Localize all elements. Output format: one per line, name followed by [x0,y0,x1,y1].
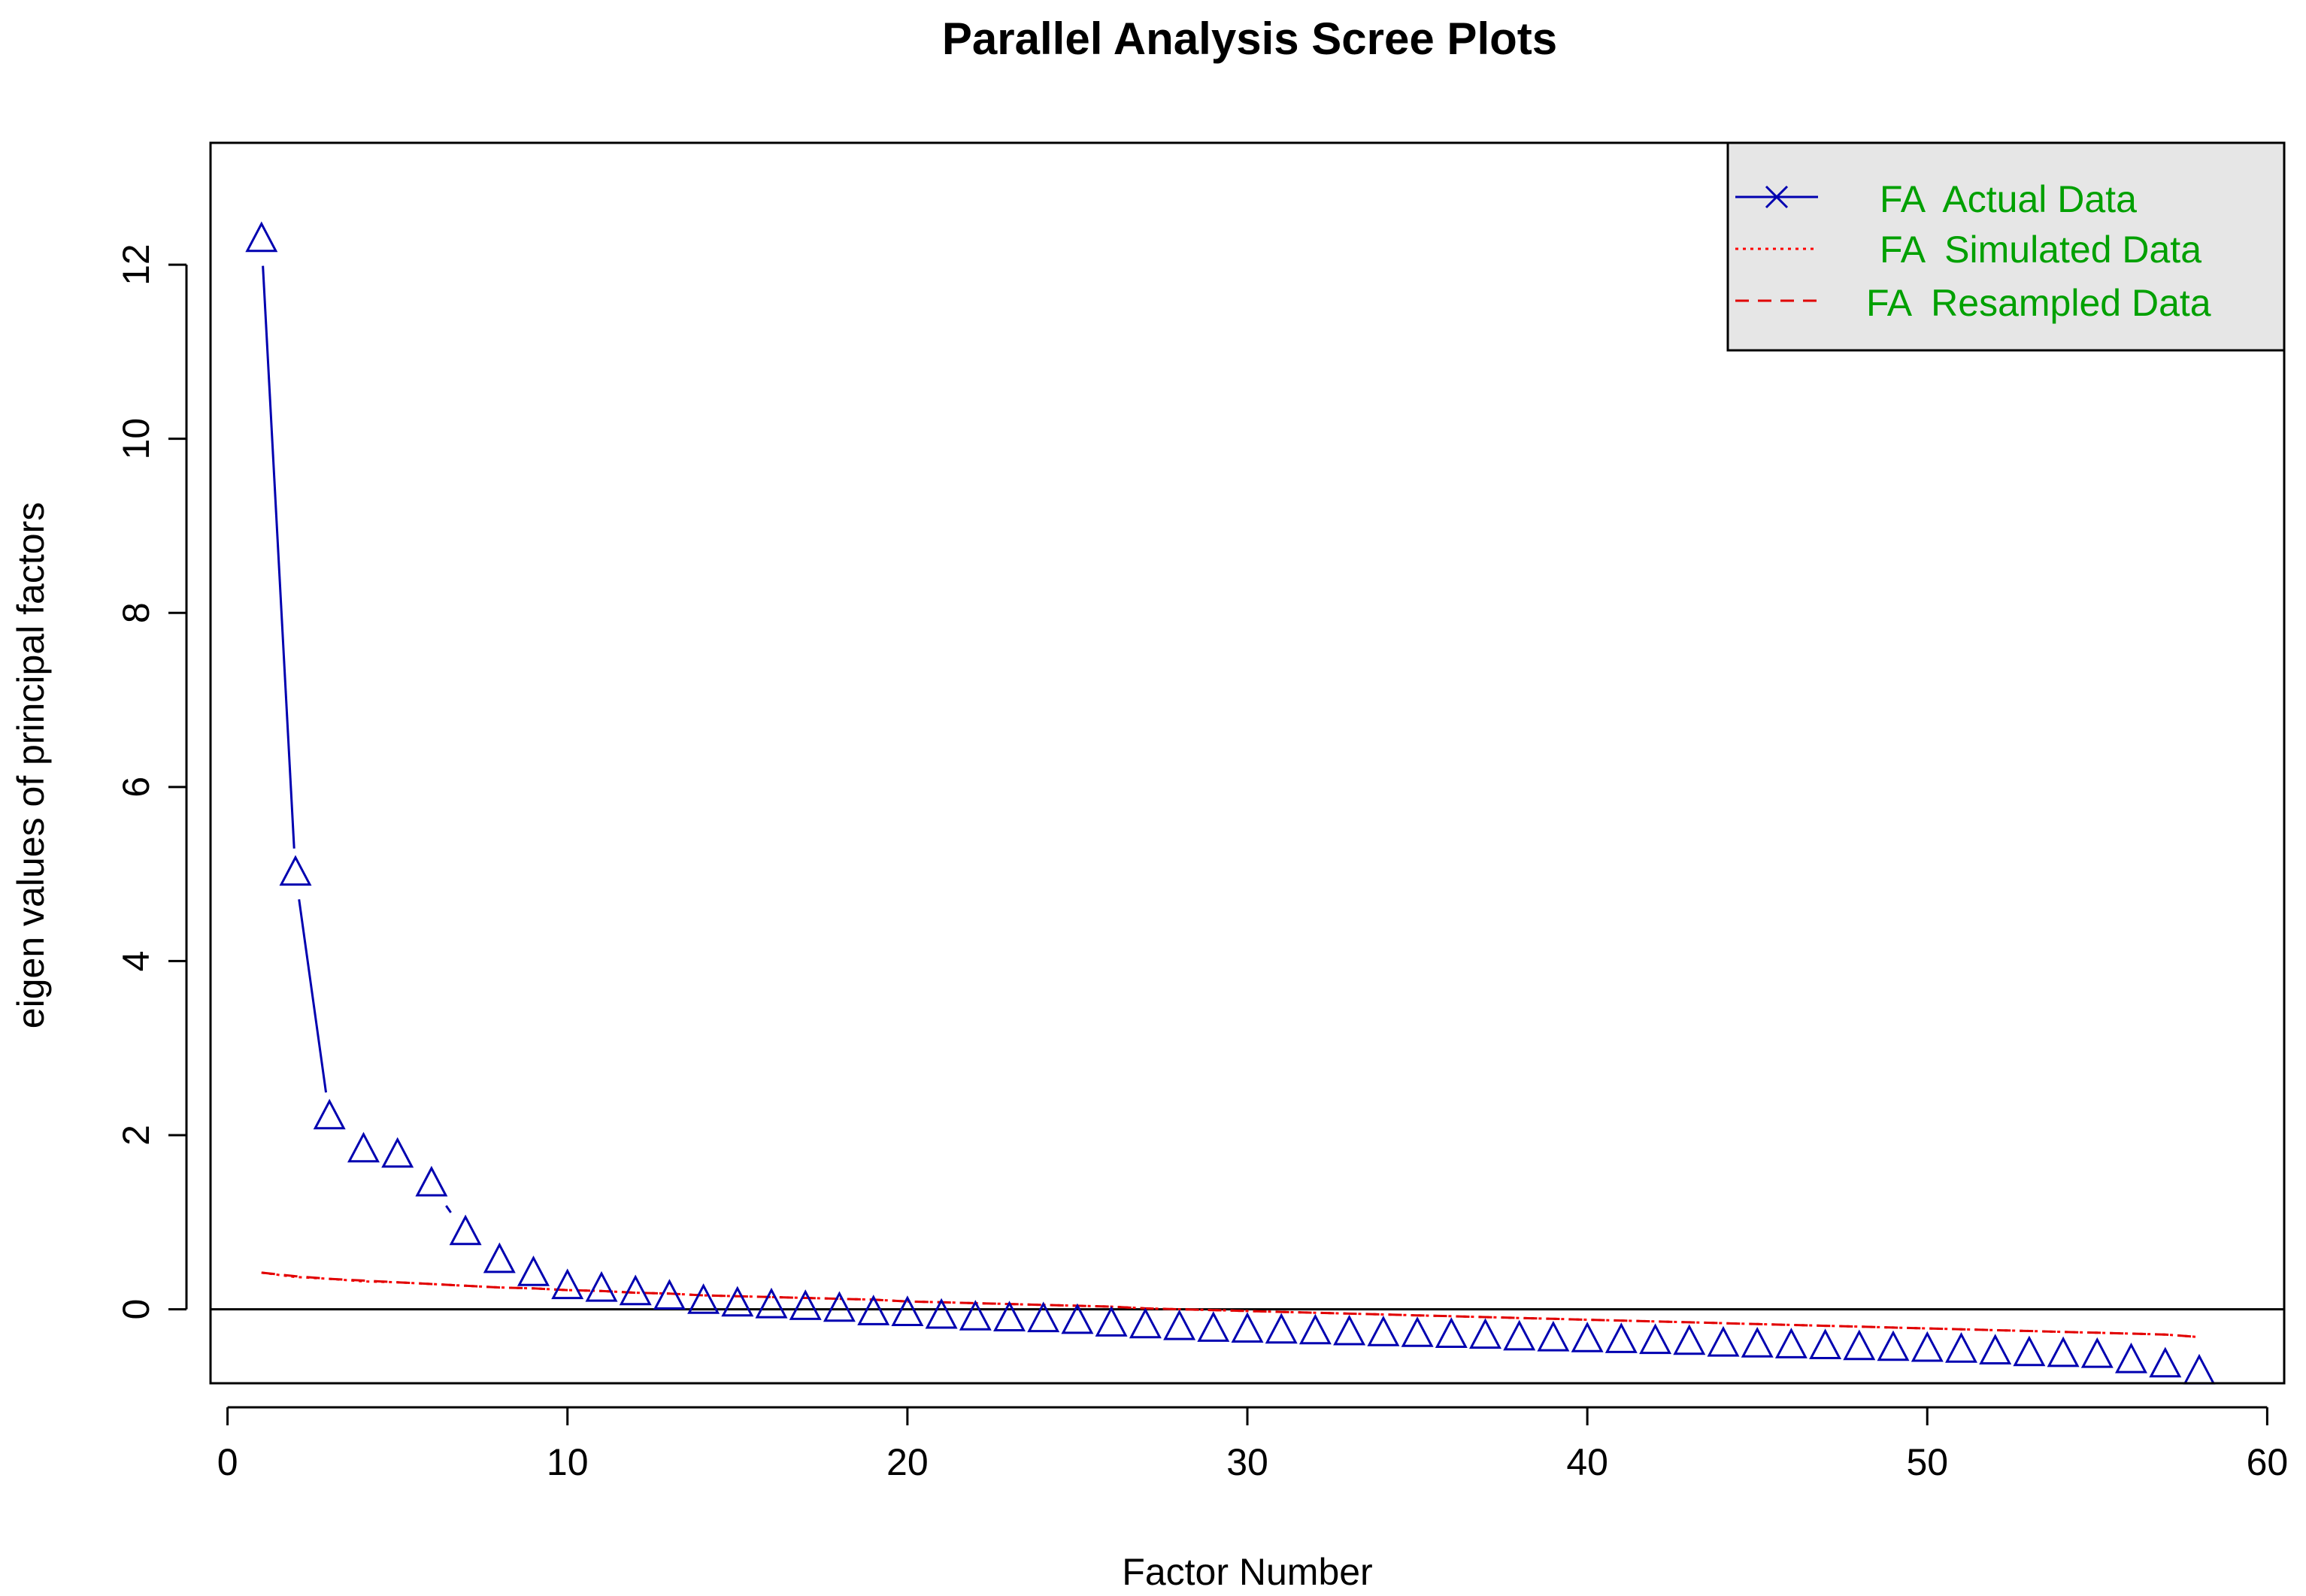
actual-data-triangle-point [1707,1325,1740,1357]
y-tick-label: 12 [115,244,157,286]
x-tick-label: 20 [886,1441,929,1483]
actual-data-triangle-point [1469,1318,1501,1349]
actual-data-triangle-point [1774,1328,1808,1358]
actual-data-triangle-point [1333,1314,1366,1346]
actual-data-triangle-point [2115,1342,2147,1373]
y-tick-label: 0 [115,1299,157,1320]
axes-layer: 0 10 20 30 40 50 60 0 2 4 6 8 10 12 [115,244,2288,1483]
actual-data-triangle-point [653,1279,686,1310]
actual-data-triangle-point [1741,1326,1774,1358]
actual-data-triangle-point [1265,1313,1298,1344]
actual-data-triangle-point [1298,1313,1332,1345]
chart-title: Parallel Analysis Scree Plots [942,14,1557,64]
y-tick-label: 2 [115,1125,157,1146]
actual-data-triangle-point [483,1242,516,1273]
actual-data-triangle-point [1231,1312,1264,1343]
actual-data-triangle-point [551,1268,584,1300]
x-axis-label: Factor Number [1122,1551,1372,1593]
actual-data-triangle-point [1571,1322,1604,1352]
actual-data-triangle-point [245,221,278,253]
actual-data-triangle-point [687,1283,720,1314]
legend-simulated-label: FA Simulated Data [1880,229,2201,271]
actual-data-triangle-point [2080,1337,2114,1368]
actual-data-triangle-point [347,1131,380,1163]
actual-data-triangle-point [789,1289,822,1320]
actual-data-triangle-point [959,1300,992,1331]
actual-data-triangle-point [2013,1335,2046,1367]
actual-data-segment [262,265,295,849]
y-axis-label: eigen values of principal factors [10,502,52,1028]
actual-data-triangle-point [1809,1328,1842,1359]
actual-data-triangle-point [1095,1306,1128,1337]
actual-data-triangle-point [1027,1301,1060,1333]
actual-data-triangle-point [1061,1303,1094,1334]
actual-data-triangle-point [823,1291,856,1322]
actual-data-segment [445,1205,452,1213]
x-tick-label: 40 [1566,1441,1608,1483]
actual-data-triangle-point [755,1287,788,1319]
plot-frame [209,141,2286,1385]
actual-data-triangle-point [1435,1317,1468,1348]
x-tick-label: 10 [547,1441,589,1483]
actual-data-triangle-point [2149,1346,2182,1378]
series-layer [211,221,2284,1385]
actual-data-triangle-point [279,855,312,886]
actual-data-triangle-point [1673,1324,1706,1355]
legend-resampled-label: FA Resampled Data [1866,282,2211,324]
actual-data-triangle-point [721,1286,754,1317]
actual-data-triangle-point [891,1295,924,1326]
y-tick-label: 8 [115,602,157,623]
actual-data-triangle-point [1163,1309,1196,1340]
actual-data-triangle-point [1945,1331,1977,1363]
actual-data-triangle-point [1877,1330,1910,1361]
actual-data-triangle-point [1503,1319,1536,1351]
x-tick-label: 50 [1906,1441,1948,1483]
actual-data-triangle-point [857,1295,890,1325]
actual-data-triangle-point [619,1274,652,1306]
actual-data-triangle-point [1129,1307,1162,1339]
actual-data-triangle-point [1979,1334,2012,1364]
actual-data-triangle-point [2047,1336,2080,1367]
y-tick-label: 6 [115,777,157,798]
actual-data-triangle-point [1367,1315,1400,1346]
actual-data-triangle-point [925,1298,958,1329]
actual-data-triangle-point [449,1214,482,1246]
actual-data-triangle-point [993,1301,1026,1331]
x-tick-label: 60 [2247,1441,2289,1483]
actual-data-triangle-point [1401,1316,1434,1347]
actual-data-triangle-point [415,1165,448,1197]
actual-data-triangle-point [585,1270,618,1302]
actual-data-segment [298,899,328,1093]
y-tick-label: 10 [115,418,157,460]
resampled-data-line [261,1271,2200,1339]
actual-data-triangle-point [1197,1311,1230,1342]
actual-data-triangle-point [1639,1323,1672,1355]
actual-data-triangle-point [1537,1320,1570,1352]
actual-data-triangle-point [1911,1331,1944,1362]
legend-actual-label: FA Actual Data [1880,178,2137,220]
legend-actual-marker-icon [1765,185,1789,209]
actual-data-triangle-point [1843,1329,1876,1361]
legend-box [1726,141,2286,352]
x-tick-label: 0 [217,1441,238,1483]
x-tick-label: 30 [1226,1441,1268,1483]
actual-data-triangle-point [1605,1322,1638,1353]
actual-data-triangle-point [517,1255,550,1286]
actual-data-triangle-point [381,1137,414,1168]
actual-data-triangle-point [313,1098,346,1130]
legend: FA Actual Data FA Simulated Data FA Resa… [1726,141,2286,352]
y-tick-label: 4 [115,951,157,972]
